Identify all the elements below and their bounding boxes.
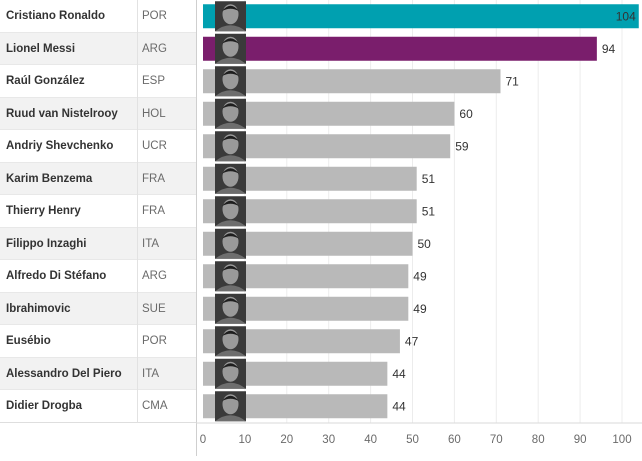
bar xyxy=(203,69,501,94)
player-name: Ibrahimovic xyxy=(6,302,71,315)
x-tick-label: 70 xyxy=(490,434,503,446)
bar xyxy=(203,4,639,29)
value-label: 94 xyxy=(602,42,616,56)
player-row: Didier Drogba CMA xyxy=(0,390,196,422)
player-name: Karim Benzema xyxy=(6,172,93,185)
x-tick-label: 30 xyxy=(322,434,335,446)
row-background xyxy=(0,357,196,390)
x-tick-label: 0 xyxy=(200,434,206,446)
player-country: POR xyxy=(142,335,167,347)
player-photo xyxy=(215,131,246,162)
player-name: Didier Drogba xyxy=(6,400,83,412)
player-row: Cristiano Ronaldo POR xyxy=(0,0,196,32)
player-country: HOL xyxy=(142,107,166,120)
player-country: FRA xyxy=(142,172,165,185)
row-background xyxy=(0,260,196,293)
value-label: 51 xyxy=(422,204,436,218)
x-tick-label: 80 xyxy=(532,434,545,446)
player-country: SUE xyxy=(142,302,166,315)
value-label: 50 xyxy=(418,237,432,251)
player-country: POR xyxy=(142,10,167,22)
player-photo xyxy=(215,326,246,357)
row-background xyxy=(0,0,196,33)
player-photo xyxy=(215,66,246,97)
player-photo xyxy=(215,98,246,129)
value-label: 59 xyxy=(455,139,469,153)
player-row: Raúl González ESP xyxy=(0,65,196,97)
value-label: 44 xyxy=(392,399,406,413)
player-name: Alfredo Di Stéfano xyxy=(6,270,107,282)
player-country: ITA xyxy=(142,237,160,250)
x-tick-label: 60 xyxy=(448,434,461,446)
bar xyxy=(203,36,597,61)
player-country: FRA xyxy=(142,205,165,217)
player-name: Cristiano Ronaldo xyxy=(6,10,106,22)
player-row: Lionel Messi ARG xyxy=(0,33,196,65)
player-row: Andriy Shevchenko UCR xyxy=(0,130,196,162)
row-background xyxy=(0,32,196,65)
row-background xyxy=(0,195,196,228)
value-label: 104 xyxy=(616,9,636,23)
row-background xyxy=(0,292,196,325)
row-background xyxy=(0,65,196,98)
player-name: Andriy Shevchenko xyxy=(6,140,114,152)
player-country: ITA xyxy=(142,367,160,380)
player-photo xyxy=(215,293,246,324)
player-row: Ruud van Nistelrooy HOL xyxy=(0,98,196,130)
x-tick-label: 50 xyxy=(406,434,419,446)
player-row: Karim Benzema FRA xyxy=(0,163,196,195)
player-name: Lionel Messi xyxy=(6,42,76,55)
row-background xyxy=(0,390,196,423)
player-row: Alessandro Del Piero ITA xyxy=(0,358,196,390)
value-label: 71 xyxy=(505,74,519,88)
row-background xyxy=(0,227,196,260)
player-name: Filippo Inzaghi xyxy=(6,237,87,250)
player-name: Raúl González xyxy=(6,75,85,87)
player-row: Alfredo Di Stéfano ARG xyxy=(0,260,196,292)
player-row: Thierry Henry FRA xyxy=(0,195,196,227)
player-country: ARG xyxy=(142,270,167,282)
player-photo xyxy=(215,228,246,259)
value-label: 47 xyxy=(405,334,419,348)
player-photo xyxy=(215,33,246,64)
player-row: Ibrahimovic SUE xyxy=(0,293,196,325)
player-photo xyxy=(215,358,246,389)
value-label: 49 xyxy=(413,269,427,283)
player-name: Thierry Henry xyxy=(6,205,81,217)
x-tick-label: 40 xyxy=(364,434,377,446)
player-name: Eusébio xyxy=(6,335,51,347)
player-photo xyxy=(215,391,246,422)
value-label: 60 xyxy=(459,107,473,121)
row-background xyxy=(0,325,196,358)
x-tick-label: 10 xyxy=(239,434,252,446)
player-photo xyxy=(215,163,246,194)
x-tick-label: 90 xyxy=(574,434,587,446)
player-country: ARG xyxy=(142,42,167,55)
row-background xyxy=(0,130,196,163)
player-country: ESP xyxy=(142,75,166,87)
value-label: 44 xyxy=(392,367,406,381)
player-photo xyxy=(215,261,246,292)
value-label: 49 xyxy=(413,302,427,316)
row-background xyxy=(0,97,196,130)
player-row: Filippo Inzaghi ITA xyxy=(0,228,196,260)
player-photo xyxy=(215,1,246,32)
player-country: CMA xyxy=(142,400,168,412)
player-name: Alessandro Del Piero xyxy=(6,367,122,380)
row-background xyxy=(0,162,196,195)
x-tick-label: 100 xyxy=(612,434,631,446)
player-photo xyxy=(215,196,246,227)
player-name: Ruud van Nistelrooy xyxy=(6,107,118,120)
player-country: UCR xyxy=(142,140,167,152)
value-label: 51 xyxy=(422,172,436,186)
x-tick-label: 20 xyxy=(280,434,293,446)
player-row: Eusébio POR xyxy=(0,325,196,357)
